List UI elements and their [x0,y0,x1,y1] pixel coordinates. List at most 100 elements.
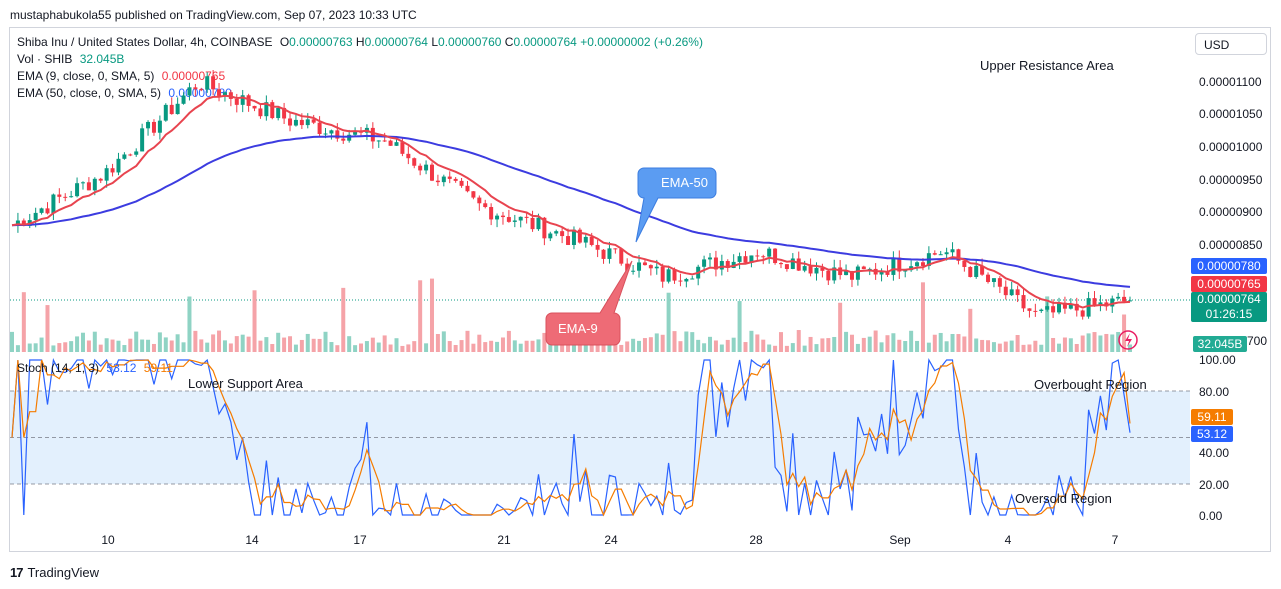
candle-body [654,266,659,269]
date-tick: 28 [749,533,763,547]
ema50-label[interactable]: EMA (50, close, 0, SMA, 5) [17,86,162,100]
candle-body [796,258,801,271]
candle-body [855,266,860,280]
volume-bar [1116,332,1121,352]
candle-body [506,217,511,222]
volume-bar [134,331,139,352]
candle-body [489,207,494,220]
volume-bar [406,344,411,352]
volume-bar [1098,335,1103,352]
candle-body [51,194,56,214]
volume-bar [790,343,795,352]
stoch-k-line [11,358,1131,518]
candle-body [749,255,754,263]
price-tick: 0.00001050 [1199,107,1263,121]
volume-bar [926,342,931,352]
candle-body [447,176,452,179]
volume-bar [86,340,91,352]
ema50-line [11,134,1131,288]
candle-body [1098,302,1103,306]
stoch-label[interactable]: Stoch (14, 1, 3) [17,361,100,375]
candle-body [163,104,168,121]
candle-body [441,176,446,183]
candle-body [861,266,866,270]
volume-bar [903,341,908,352]
volume-bar [353,345,358,352]
volume-bar [1068,338,1073,352]
volume-bar [33,343,38,352]
candle-body [826,270,831,281]
volume-bar [802,345,807,352]
candle-body [702,259,707,267]
volume-bar [708,336,713,352]
candle-body [299,119,304,126]
candle-body [140,128,145,152]
ema9-label[interactable]: EMA (9, close, 0, SMA, 5) [17,69,155,83]
candle-body [252,105,257,109]
volume-label[interactable]: Vol · SHIB [17,52,73,66]
volume-bar [932,334,937,352]
volume-bar [122,345,127,352]
volume-bar [873,330,878,352]
volume-bar [140,339,145,352]
candle-body [849,271,854,280]
volume-bar [495,341,500,352]
volume-bar [625,341,630,352]
footer-brand[interactable]: 17 TradingView [10,565,99,580]
volume-bar [199,339,204,352]
volume-bar [997,343,1002,352]
candle-body [86,182,91,191]
volume-price-tag: 32.045B [1193,336,1247,352]
volume-bar [459,340,464,352]
oversold-label: Oversold Region [1015,491,1112,506]
candle-body [778,263,783,265]
candle-body [282,107,287,119]
candle-body [672,269,677,281]
volume-bar [110,339,115,352]
candle-body [589,236,594,245]
price-tick: 0.00000850 [1199,238,1263,252]
candle-body [997,278,1002,287]
candle-body [69,196,74,198]
volume-bar [288,336,293,352]
candle-body [1051,306,1056,313]
volume-bar [725,339,730,352]
candle-body [560,231,565,237]
candle-body [211,76,216,90]
volume-bar [394,338,399,352]
volume-bar [956,334,961,352]
candle-body [767,248,772,257]
candle-body [1116,296,1121,299]
candle-body [1074,303,1079,311]
candle-body [542,217,547,239]
volume-bar [571,341,576,352]
candle-body [980,265,985,275]
symbol-title[interactable]: Shiba Inu / United States Dollar, 4h, CO… [17,35,273,49]
candle-body [341,138,346,141]
volume-bar [471,343,476,352]
volume-bar [282,337,287,352]
candle-body [1033,310,1038,312]
volume-bar [441,331,446,352]
volume-bar [530,340,535,352]
candle-body [151,121,156,133]
volume-bar [944,341,949,352]
candle-body [660,266,665,282]
chart-frame [9,27,1271,552]
volume-bar [376,342,381,352]
volume-bar [270,344,275,352]
volume-bar [506,330,511,352]
candle-body [335,130,340,139]
candle-body [571,229,576,245]
volume-bar [400,345,405,352]
candle-body [566,236,571,245]
candle-body [784,264,789,269]
candle-body [240,95,245,105]
volume-bar [518,343,523,352]
candle-body [790,258,795,269]
currency-button[interactable]: USD [1195,33,1267,55]
volume-bar [146,339,151,352]
candle-body [897,257,902,272]
volume-bar [447,341,452,352]
